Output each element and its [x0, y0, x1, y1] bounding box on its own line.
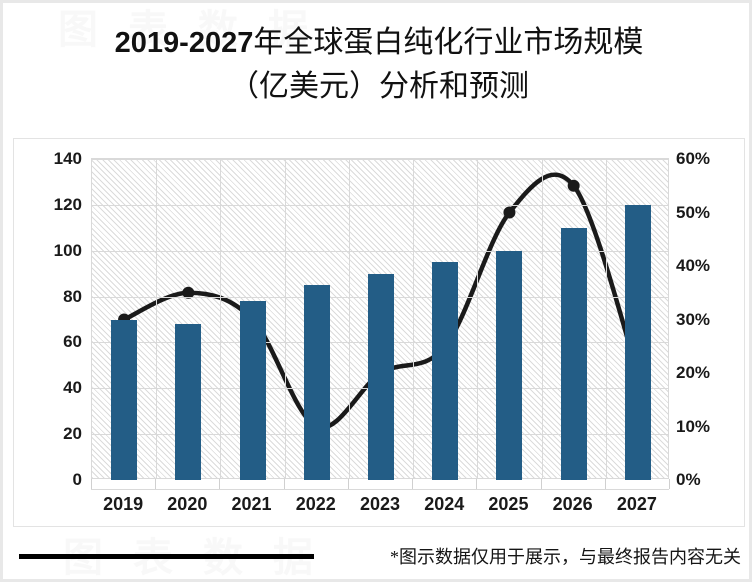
x-axis-tick: [604, 479, 606, 489]
gridline-vertical: [413, 159, 415, 478]
bar: [496, 250, 523, 480]
chart-title-line-1: 2019-2027年全球蛋白纯化行业市场规模: [29, 21, 729, 65]
plot-area: [91, 158, 669, 480]
x-axis-tick: [283, 479, 285, 489]
chart-inner: 0 20 40 60 80 100 120 140 0% 10% 20% 30% 40% 50% 60% …: [14, 139, 744, 526]
chart-footer: *图示数据仅用于展示，与最终报告内容无关: [3, 534, 749, 579]
footer-note: *图示数据仅用于展示，与最终报告内容无关: [390, 547, 741, 567]
x-axis-tick: [91, 479, 92, 489]
x-axis-label: 2024: [424, 494, 465, 514]
gridline-horizontal: [92, 250, 668, 252]
x-axis-label: 2023: [359, 494, 401, 514]
y-axis-right: 0% 10% 20% 30% 40% 50% 60%: [676, 150, 744, 488]
x-axis-tick: [219, 479, 221, 489]
x-axis-label: 2020: [167, 494, 208, 514]
y-axis-left-tick-label: 20: [63, 424, 82, 444]
x-axis-tick: [669, 479, 670, 489]
bar: [303, 285, 330, 480]
bar: [175, 324, 202, 480]
y-axis-right-tick-label: 20%: [676, 363, 711, 382]
gridline-horizontal: [92, 204, 668, 206]
line-marker: [503, 206, 516, 219]
x-axis-tick: [476, 479, 478, 489]
y-axis-right-tick-label: 40%: [676, 256, 711, 275]
x-axis-tick: [347, 479, 349, 489]
chart-container: 0 20 40 60 80 100 120 140 0% 10% 20% 30% 40% 50% 60% …: [13, 138, 745, 527]
chart-title: 2019-2027年全球蛋白纯化行业市场规模 （亿美元）分析和预测: [29, 21, 729, 109]
x-axis-tick: [412, 479, 414, 489]
x-axis-label: 2021: [231, 494, 272, 514]
y-axis-right-tick-label: 0%: [676, 470, 701, 489]
x-axis-label: 2027: [616, 494, 657, 514]
bar: [239, 301, 266, 480]
x-axis-line: [91, 489, 669, 490]
chart-title-line-2: （亿美元）分析和预测: [229, 70, 529, 103]
y-axis-right-tick-label: 60%: [676, 149, 711, 168]
y-axis-left-tick-label: 60: [63, 332, 82, 352]
gridline-vertical: [348, 159, 350, 478]
bar: [111, 319, 138, 480]
x-axis-tick: [155, 479, 157, 489]
x-axis-label: 2019: [103, 494, 144, 514]
x-axis-label: 2025: [488, 494, 529, 514]
gridline-vertical: [156, 159, 158, 478]
y-axis-left: 0 20 40 60 80 100 120 140: [14, 150, 82, 488]
x-axis-ticks: [91, 479, 670, 493]
y-axis-left-tick-label: 100: [53, 240, 82, 260]
line-marker: [182, 286, 195, 299]
x-axis-label: 2022: [295, 494, 336, 514]
y-axis-left-tick-label: 120: [53, 194, 82, 214]
chart-title-line-1-text: 年全球蛋白纯化行业市场规模: [253, 26, 644, 59]
y-axis-left-tick-label: 0: [72, 470, 82, 489]
footer-rule: [19, 554, 314, 559]
gridline-vertical: [477, 159, 479, 478]
bar: [624, 204, 651, 480]
gridline-vertical: [541, 159, 543, 478]
chart-title-year-range: 2019-2027: [114, 27, 254, 59]
y-axis-right-tick-label: 50%: [676, 202, 711, 222]
gridline-horizontal: [92, 159, 668, 160]
bar: [560, 227, 587, 480]
y-axis-left-tick-label: 40: [63, 378, 82, 398]
y-axis-right-tick-label: 10%: [676, 416, 711, 436]
gridline-vertical: [605, 159, 607, 478]
y-axis-left-tick-label: 80: [63, 286, 82, 306]
gridline-vertical: [220, 159, 222, 478]
y-axis-right-tick-label: 30%: [676, 309, 711, 329]
line-marker: [567, 179, 580, 192]
x-axis-label: 2026: [552, 494, 593, 514]
bar: [368, 273, 394, 480]
bar: [432, 262, 459, 480]
y-axis-left-tick-label: 140: [53, 149, 82, 168]
gridline-vertical: [284, 159, 286, 478]
x-axis-tick: [540, 479, 542, 489]
